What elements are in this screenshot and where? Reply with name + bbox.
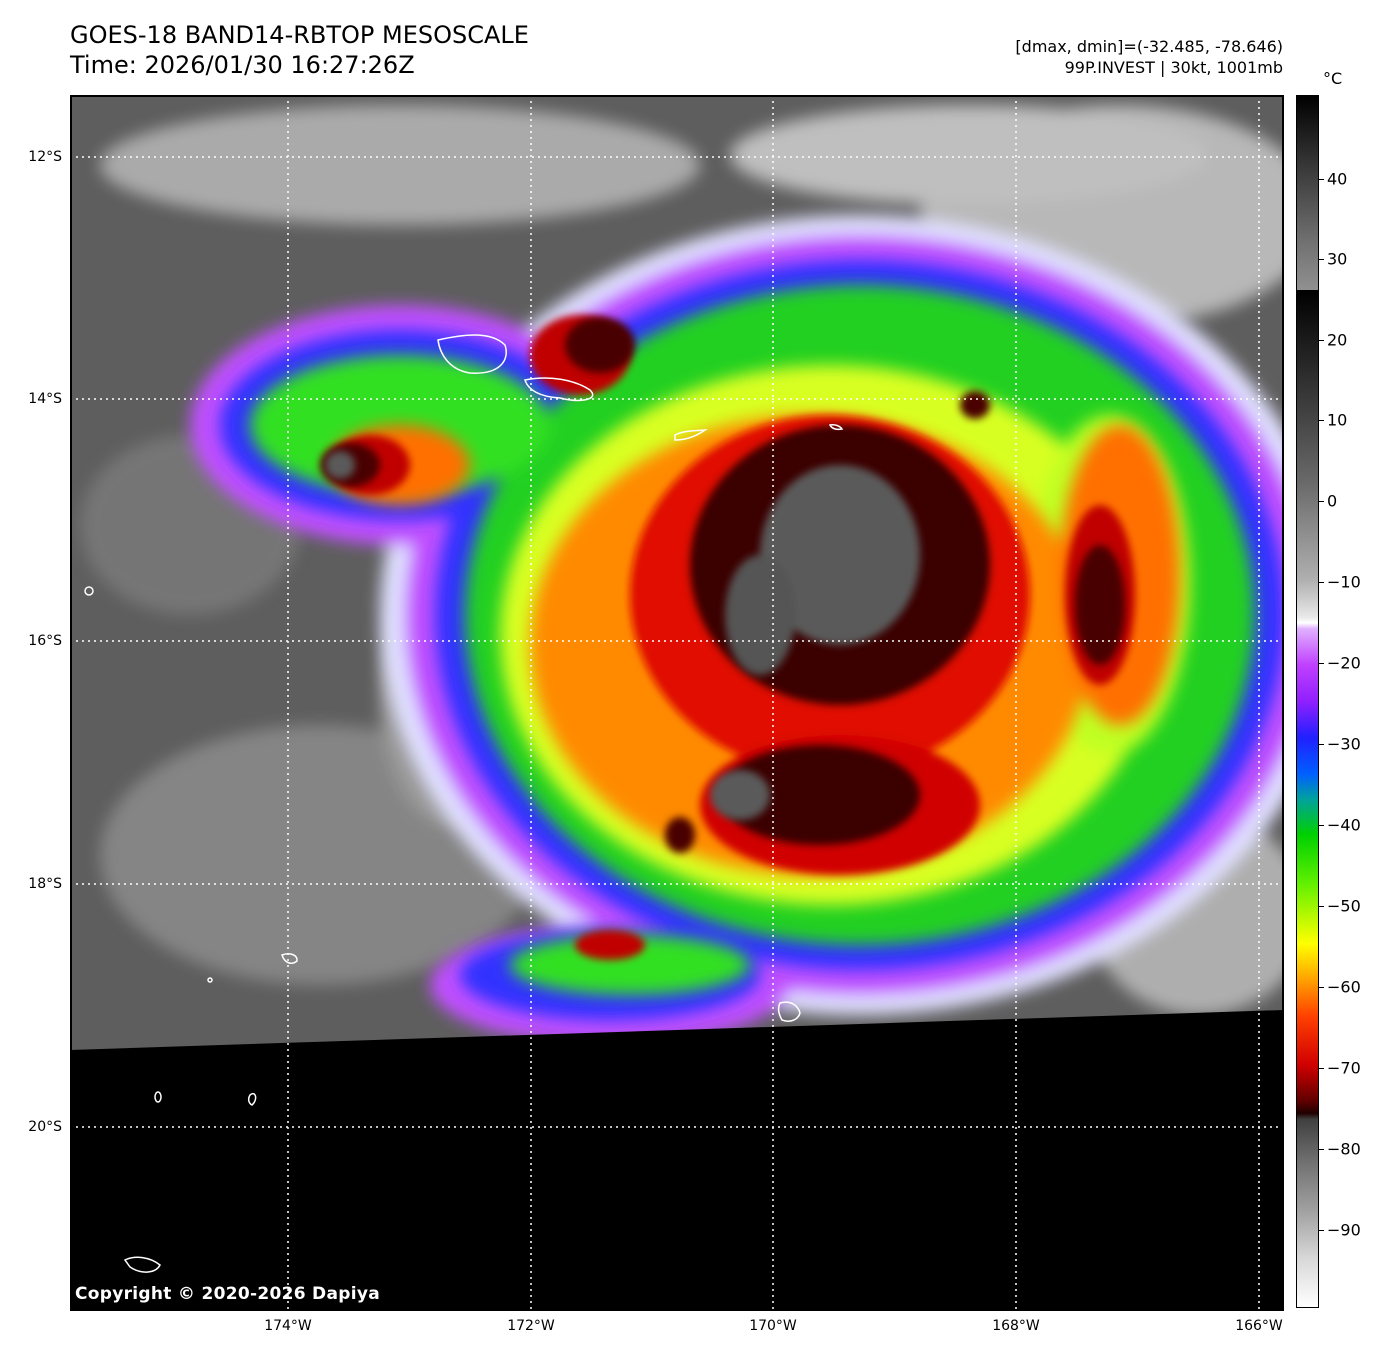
lon-label-166w: 166°W	[1235, 1318, 1283, 1334]
no-data-region	[70, 1010, 1284, 1311]
colorbar-mark	[1319, 1230, 1324, 1231]
colorbar-tick-minus40: −40	[1327, 815, 1361, 835]
colorbar-tick-40: 40	[1327, 169, 1348, 189]
colorbar-tick-minus80: −80	[1327, 1139, 1361, 1159]
colorbar-tick-minus50: −50	[1327, 896, 1361, 916]
lon-label-170w: 170°W	[749, 1318, 797, 1334]
temperature-range: [dmax, dmin]=(-32.485, -78.646)	[1015, 37, 1283, 56]
colorbar-tick-minus90: −90	[1327, 1220, 1361, 1240]
colorbar-mark	[1319, 340, 1324, 341]
colorbar-mark	[1319, 906, 1324, 907]
product-title: GOES-18 BAND14-RBTOP MESOSCALE	[70, 21, 529, 49]
colorbar	[1296, 95, 1319, 1308]
observation-time: Time: 2026/01/30 16:27:26Z	[70, 51, 415, 79]
colorbar-tick-10: 10	[1327, 410, 1348, 430]
colorbar-mark	[1319, 825, 1324, 826]
lat-label-14s: 14°S	[28, 391, 62, 407]
colorbar-unit: °C	[1323, 69, 1343, 88]
colorbar-tick-20: 20	[1327, 330, 1348, 350]
colorbar-tick-0: 0	[1327, 491, 1338, 511]
colorbar-mark	[1319, 663, 1324, 664]
lat-label-20s: 20°S	[28, 1119, 62, 1135]
copyright-notice: Copyright © 2020-2026 Dapiya	[75, 1284, 380, 1304]
lat-label-16s: 16°S	[28, 633, 62, 649]
colorbar-mark	[1319, 259, 1324, 260]
gridlines	[70, 95, 1284, 1311]
lat-label-12s: 12°S	[28, 149, 62, 165]
storm-info: 99P.INVEST | 30kt, 1001mb	[1064, 58, 1283, 77]
colorbar-mark	[1319, 179, 1324, 180]
satellite-map	[70, 95, 1284, 1311]
colorbar-tick-minus30: −30	[1327, 734, 1361, 754]
lon-label-172w: 172°W	[507, 1318, 555, 1334]
colorbar-mark	[1319, 501, 1324, 502]
lon-label-168w: 168°W	[992, 1318, 1040, 1334]
colorbar-mark	[1319, 420, 1324, 421]
colorbar-tick-minus20: −20	[1327, 653, 1361, 673]
lat-label-18s: 18°S	[28, 876, 62, 892]
colorbar-mark	[1319, 987, 1324, 988]
colorbar-mark	[1319, 1068, 1324, 1069]
colorbar-mark	[1319, 582, 1324, 583]
colorbar-tick-30: 30	[1327, 249, 1348, 269]
colorbar-tick-minus10: −10	[1327, 572, 1361, 592]
colorbar-mark	[1319, 1149, 1324, 1150]
overshooting-tops	[325, 451, 920, 820]
colorbar-mark	[1319, 744, 1324, 745]
colorbar-tick-minus70: −70	[1327, 1058, 1361, 1078]
colorbar-tick-minus60: −60	[1327, 977, 1361, 997]
lon-label-174w: 174°W	[264, 1318, 312, 1334]
